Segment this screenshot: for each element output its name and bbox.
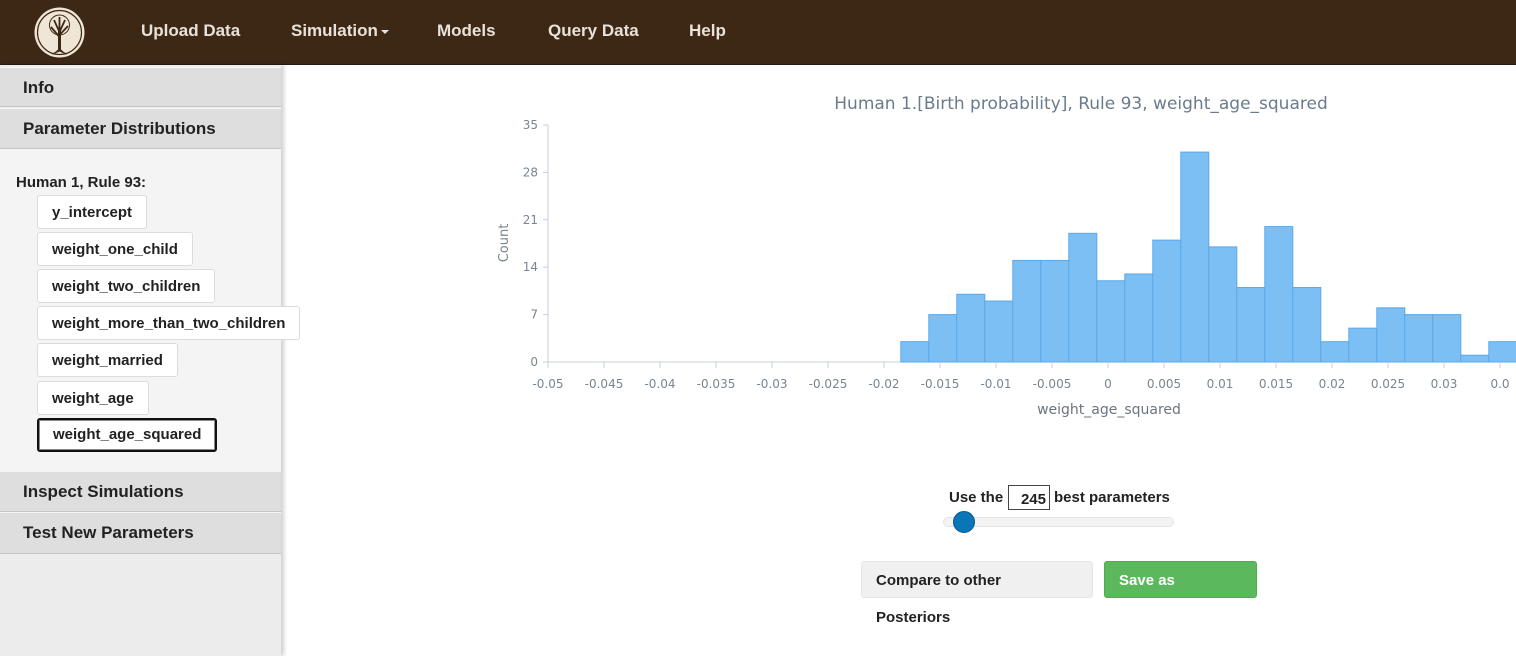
sidebar: Info Parameter Distributions Human 1, Ru… — [0, 65, 301, 656]
histogram-bar — [900, 341, 930, 363]
y-axis-label: Count — [497, 224, 512, 263]
sidebar-section-inspect-simulations[interactable]: Inspect Simulations — [0, 471, 281, 512]
y-tick-label: 14 — [523, 260, 538, 274]
y-tick-label: 28 — [523, 165, 538, 179]
x-tick-label: -0.015 — [921, 377, 960, 391]
use-the-label: Use the — [949, 489, 1004, 506]
top-navbar: Upload Data Simulation Models Query Data… — [0, 0, 1516, 65]
histogram-bar — [1068, 232, 1098, 363]
x-tick-label: 0.005 — [1147, 377, 1181, 391]
histogram-bar — [928, 314, 958, 363]
nav-upload-data[interactable]: Upload Data — [141, 21, 241, 40]
x-tick-label: -0.045 — [585, 377, 624, 391]
chart-title: Human 1.[Birth probability], Rule 93, we… — [834, 94, 1327, 114]
nav-models[interactable]: Models — [437, 21, 496, 40]
histogram-bar — [1124, 273, 1154, 363]
y-tick-label: 7 — [530, 308, 538, 322]
histogram-bar — [956, 293, 986, 363]
best-parameters-label: best parameters — [1054, 489, 1170, 506]
x-tick-label: 0.02 — [1319, 377, 1346, 391]
x-tick-label: 0.03 — [1431, 377, 1458, 391]
x-tick-label: -0.03 — [756, 377, 787, 391]
x-tick-label: 0.01 — [1207, 377, 1234, 391]
x-tick-label: 0.015 — [1259, 377, 1293, 391]
histogram-bar — [1432, 314, 1462, 363]
param-group-title: Human 1, Rule 93: — [16, 174, 147, 191]
param-button-weight-two-children[interactable]: weight_two_children — [37, 269, 216, 303]
histogram-bar — [1488, 341, 1516, 363]
compare-posteriors-button[interactable]: Compare to other Posteriors — [861, 561, 1093, 626]
tree-logo-icon[interactable] — [34, 7, 85, 58]
best-count-slider-handle[interactable] — [952, 511, 975, 533]
histogram-bar — [984, 300, 1014, 363]
param-button-y-intercept[interactable]: y_intercept — [37, 195, 148, 229]
nav-simulation-label: Simulation — [291, 21, 378, 40]
parameter-list-panel: Human 1, Rule 93: y_intercept weight_one… — [0, 149, 301, 472]
histogram-bar — [1040, 259, 1070, 363]
histogram-chart: Human 1.[Birth probability], Rule 93, we… — [480, 80, 1516, 430]
histogram-bar — [1236, 287, 1266, 363]
sidebar-section-info[interactable]: Info — [0, 67, 281, 107]
sidebar-section-test-new-parameters[interactable]: Test New Parameters — [0, 512, 281, 554]
y-tick-label: 0 — [530, 355, 538, 369]
chevron-down-icon — [380, 29, 389, 34]
histogram-svg: Human 1.[Birth probability], Rule 93, we… — [497, 94, 1516, 418]
nav-help[interactable]: Help — [689, 21, 726, 40]
x-tick-label: -0.025 — [809, 377, 848, 391]
histogram-bar — [1012, 259, 1042, 363]
histogram-bar — [1460, 354, 1490, 363]
param-button-weight-more-than-two-children[interactable]: weight_more_than_two_children — [37, 306, 301, 340]
x-tick-label: 0.0 — [1490, 377, 1509, 391]
histogram-bar — [1152, 239, 1182, 363]
nav-simulation-dropdown[interactable]: Simulation — [291, 0, 389, 64]
histogram-bar — [1264, 226, 1294, 363]
x-tick-label: 0.025 — [1371, 377, 1405, 391]
x-tick-label: 0 — [1104, 377, 1112, 391]
histogram-bar — [1376, 307, 1406, 363]
histogram-bar — [1180, 151, 1210, 363]
histogram-bar — [1096, 280, 1126, 363]
nav-query-data[interactable]: Query Data — [548, 21, 639, 40]
y-tick-label: 35 — [523, 118, 538, 132]
x-tick-label: -0.005 — [1033, 377, 1072, 391]
param-button-weight-age[interactable]: weight_age — [37, 381, 149, 415]
param-button-weight-married[interactable]: weight_married — [37, 343, 178, 377]
best-count-slider-track[interactable] — [943, 517, 1174, 527]
param-button-weight-age-squared[interactable]: weight_age_squared — [37, 418, 218, 452]
x-tick-label: -0.04 — [644, 377, 675, 391]
x-axis-label: weight_age_squared — [1037, 402, 1181, 418]
x-tick-label: -0.05 — [532, 377, 563, 391]
histogram-bar — [1320, 341, 1350, 363]
sidebar-section-parameter-distributions[interactable]: Parameter Distributions — [0, 108, 281, 149]
y-tick-label: 21 — [523, 213, 538, 227]
histogram-bar — [1404, 314, 1434, 363]
best-count-input[interactable] — [1008, 485, 1050, 510]
x-tick-label: -0.02 — [868, 377, 899, 391]
save-as-posterior-button[interactable]: Save as Posterior — [1104, 561, 1257, 626]
x-tick-label: -0.01 — [980, 377, 1011, 391]
param-button-weight-one-child[interactable]: weight_one_child — [37, 232, 193, 266]
histogram-bar — [1292, 287, 1322, 363]
x-tick-label: -0.035 — [697, 377, 736, 391]
histogram-bar — [1348, 327, 1378, 363]
histogram-bar — [1208, 246, 1238, 363]
